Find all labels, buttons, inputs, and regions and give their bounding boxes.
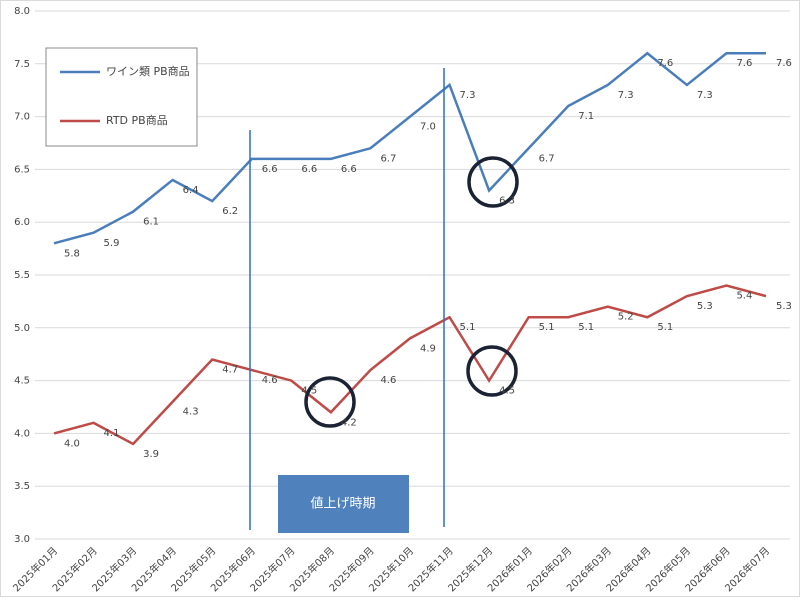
data-label: 5.1: [578, 322, 594, 333]
data-label: 4.5: [499, 386, 515, 397]
data-label: 5.2: [618, 312, 634, 323]
data-label: 6.6: [262, 164, 278, 175]
data-label: 6.6: [301, 164, 317, 175]
data-label: 4.7: [222, 364, 238, 375]
y-tick-label: 4.0: [14, 428, 30, 439]
data-label: 5.8: [64, 248, 80, 259]
data-label: 4.9: [420, 343, 436, 354]
data-label: 7.1: [578, 111, 594, 122]
data-label: 7.3: [460, 90, 476, 101]
data-label: 5.3: [697, 301, 713, 312]
data-label: 4.0: [64, 438, 80, 449]
highlight-circle: [304, 376, 356, 428]
data-label: 7.6: [776, 58, 792, 69]
y-tick-label: 6.0: [14, 217, 30, 228]
data-label: 4.6: [380, 375, 396, 386]
data-label: 3.9: [143, 449, 159, 460]
series-line: [53, 284, 767, 446]
legend-label: RTD PB商品: [106, 113, 168, 127]
data-label: 6.7: [380, 153, 396, 164]
y-tick-label: 3.5: [14, 481, 30, 492]
data-label: 6.6: [341, 164, 357, 175]
data-label: 5.3: [776, 301, 792, 312]
data-label: 5.1: [460, 322, 476, 333]
y-tick-label: 7.0: [14, 112, 30, 123]
data-label: 6.3: [499, 196, 515, 207]
highlight-circle: [466, 345, 518, 397]
y-tick-label: 6.5: [14, 164, 30, 175]
data-label: 6.7: [539, 153, 555, 164]
data-label: 6.1: [143, 217, 159, 228]
data-label: 4.5: [301, 386, 317, 397]
data-label: 5.4: [736, 291, 752, 302]
data-label: 5.9: [104, 238, 120, 249]
data-label: 4.3: [183, 407, 199, 418]
legend: [45, 47, 198, 147]
highlights: [304, 156, 519, 428]
annotation: 値上げ時期: [310, 496, 375, 512]
series-line: [53, 51, 766, 245]
y-tick-label: 8.0: [14, 6, 30, 17]
data-label: 7.6: [657, 58, 673, 69]
data-label: 4.2: [341, 417, 357, 428]
y-tick-label: 4.5: [14, 376, 30, 387]
data-label: 7.0: [420, 122, 436, 133]
data-label: 4.1: [104, 428, 120, 439]
data-label: 5.1: [657, 322, 673, 333]
y-tick-label: 7.5: [14, 59, 30, 70]
data-label: 6.4: [183, 185, 199, 196]
data-label: 6.2: [222, 206, 238, 217]
y-tick-label: 5.5: [14, 270, 30, 281]
y-tick-label: 3.0: [14, 534, 30, 545]
legend-label: ワイン類 PB商品: [106, 64, 190, 78]
y-tick-label: 5.0: [14, 323, 30, 334]
annotation-box: [278, 475, 409, 533]
data-label: 5.1: [539, 322, 555, 333]
data-label: 7.3: [697, 90, 713, 101]
highlight-circle: [467, 156, 519, 208]
data-label: 7.6: [736, 58, 752, 69]
plot: [53, 51, 767, 446]
data-label: 7.3: [618, 90, 634, 101]
data-label: 4.6: [262, 375, 278, 386]
